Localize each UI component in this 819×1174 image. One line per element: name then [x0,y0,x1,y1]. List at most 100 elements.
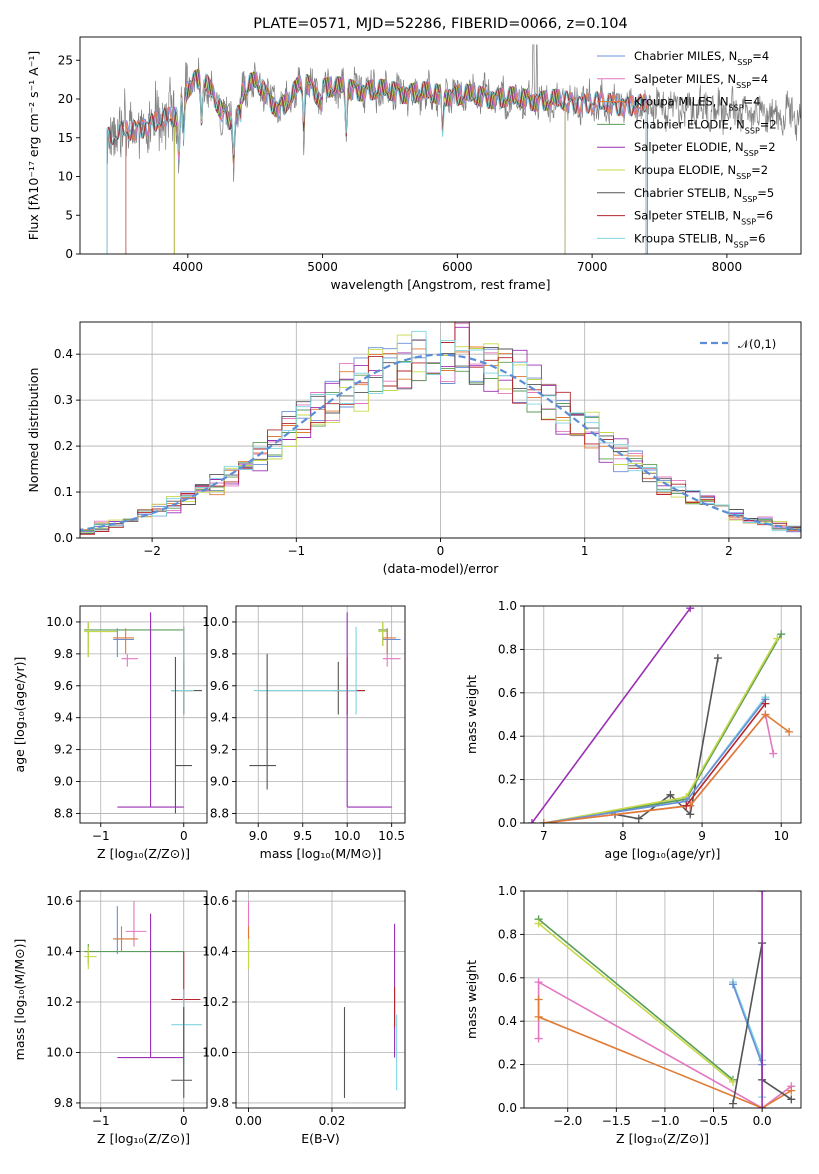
x-tick-label: 10.5 [378,829,405,843]
weight-marker [761,699,770,708]
y-tick-label: 9.2 [210,743,229,757]
y-tick-label: 9.0 [210,775,229,789]
x-axis-label: mass [log₁₀(M/M⊙)] [260,846,382,861]
x-tick-label: 0 [180,1114,188,1128]
weight-marker [686,606,695,613]
panel-1: −2 −1 0 1 2 0.0 0.1 0.2 0.3 0.4 (data-model)/error… [26,321,802,576]
weight-marker [758,891,767,895]
x-tick-label: 9.0 [249,829,268,843]
plot-area [534,891,796,1108]
axes-frame [79,321,802,539]
x-tick-label: 9.5 [293,829,312,843]
x-tick-label: 0 [180,829,188,843]
y-tick-label: 10.2 [202,995,229,1009]
y-tick-label: 0.2 [498,773,517,787]
legend-label: Chabrier STELIB, NSSP=5 [634,186,774,204]
plot-area [80,322,801,537]
weight-marker [534,919,543,928]
weight-marker [686,810,695,819]
y-tick-label: 9.4 [210,711,229,725]
y-tick-label: 9.6 [210,679,229,693]
panel-4: 7 8 9 10 0.0 0.2 0.4 0.6 0.8 1.0 age [log₁₀(age/yr… [464,599,802,861]
x-tick-label: 0.02 [319,1114,346,1128]
y-tick-label: 10.0 [202,615,229,629]
legend-label: Salpeter MILES, NSSP=4 [634,72,768,90]
x-tick-label: 7000 [577,260,608,274]
legend-label: Salpeter ELODIE, NSSP=2 [634,140,776,158]
y-tick-label: 10.0 [202,1045,229,1059]
weight-marker [728,980,737,989]
y-axis-label: age [log₁₀(age/yr)] [12,657,27,773]
y-tick-label: 25 [58,53,73,67]
axes-frame [79,890,208,1109]
x-axis-label: age [log₁₀(age/yr)] [605,846,721,861]
x-axis-label: Z [log₁₀(Z/Z⊙)] [97,846,190,861]
y-tick-label: 10 [58,170,73,184]
x-tick-label: 0 [437,544,445,558]
x-tick-label: −1 [92,829,110,843]
weight-line-0 [531,607,691,823]
panel-3: 9.0 9.5 10.0 10.5 8.8 9.0 9.2 9.4 9.6 9.8 10.0 mass… [202,605,406,861]
y-tick-label: 10.6 [202,894,229,908]
panel-7: −2.0 −1.5 −1.0 −0.5 0.0 0.0 0.2 0.4 0.6 0.8 1.0 Z [… [464,884,802,1146]
plot-area [106,44,801,254]
panel-2: −1 0 8.8 9.0 9.2 9.4 9.6 9.8 10.0 Z [log₁₀(Z/Z⊙)]… [12,605,208,861]
x-tick-label: 10 [774,829,789,843]
x-tick-label: 5000 [307,260,338,274]
y-tick-label: 0.6 [498,971,517,985]
weight-marker [758,1104,767,1108]
weight-marker [539,819,548,823]
y-tick-label: 0.0 [54,531,73,545]
x-tick-label: −2.0 [553,1114,582,1128]
weight-marker [527,819,536,823]
x-tick-label: 2 [725,544,733,558]
weight-marker [761,710,770,719]
plot-area [249,612,401,808]
y-axis-label: Flux [fλ10⁻¹⁷ erg cm⁻² s⁻¹ A⁻¹] [26,51,41,240]
y-tick-label: 0 [65,247,73,261]
x-tick-label: 9 [698,829,706,843]
x-tick-label: 0.00 [235,1114,262,1128]
weight-marker [713,654,722,663]
y-tick-label: 0.3 [54,393,73,407]
axes-frame [79,36,802,255]
model-spectrum-8 [106,70,647,254]
y-tick-label: 0.6 [498,686,517,700]
x-tick-label: −0.5 [699,1114,728,1128]
x-tick-label: 0.0 [753,1114,772,1128]
plot-area [84,901,203,1098]
data-spectrum [106,44,801,182]
axes-frame [79,605,208,824]
weight-marker [769,749,778,758]
normal-reference-curve [80,353,801,532]
legend-label: 𝒩(0,1) [738,337,776,351]
weight-marker [682,801,691,810]
x-tick-label: 6000 [442,260,473,274]
y-tick-label: 0.4 [498,1014,517,1028]
y-tick-label: 0.8 [498,642,517,656]
y-axis-label: mass weight [464,960,479,1039]
axes-frame [235,890,406,1109]
y-tick-label: 9.8 [54,1096,73,1110]
y-tick-label: 0.0 [498,816,517,830]
y-tick-label: 1.0 [498,599,517,613]
y-tick-label: 0.2 [498,1058,517,1072]
y-tick-label: 0.4 [54,347,73,361]
x-tick-label: −1.0 [650,1114,679,1128]
panel-5: −1 0 9.8 10.0 10.2 10.4 10.6 Z [log₁₀(Z/Z⊙)] mas… [12,890,208,1146]
panel-0: 4000 5000 6000 7000 8000 0 5 10 15 20 25 wavelength… [26,16,802,292]
weight-marker [785,727,794,736]
x-tick-label: 10.0 [334,829,361,843]
y-tick-label: 9.8 [210,1096,229,1110]
weight-marker [534,978,543,987]
y-tick-label: 10.4 [202,945,229,959]
x-axis-label: Z [log₁₀(Z/Z⊙)] [97,1131,190,1146]
x-tick-label: −1 [92,1114,110,1128]
x-tick-label: 7 [540,829,548,843]
axes-frame [523,605,802,824]
legend-label: Chabrier MILES, NSSP=4 [634,49,769,67]
x-axis-label: wavelength [Angstrom, rest frame] [330,277,550,292]
x-tick-label: −1.5 [602,1114,631,1128]
x-tick-label: −1 [287,544,305,558]
